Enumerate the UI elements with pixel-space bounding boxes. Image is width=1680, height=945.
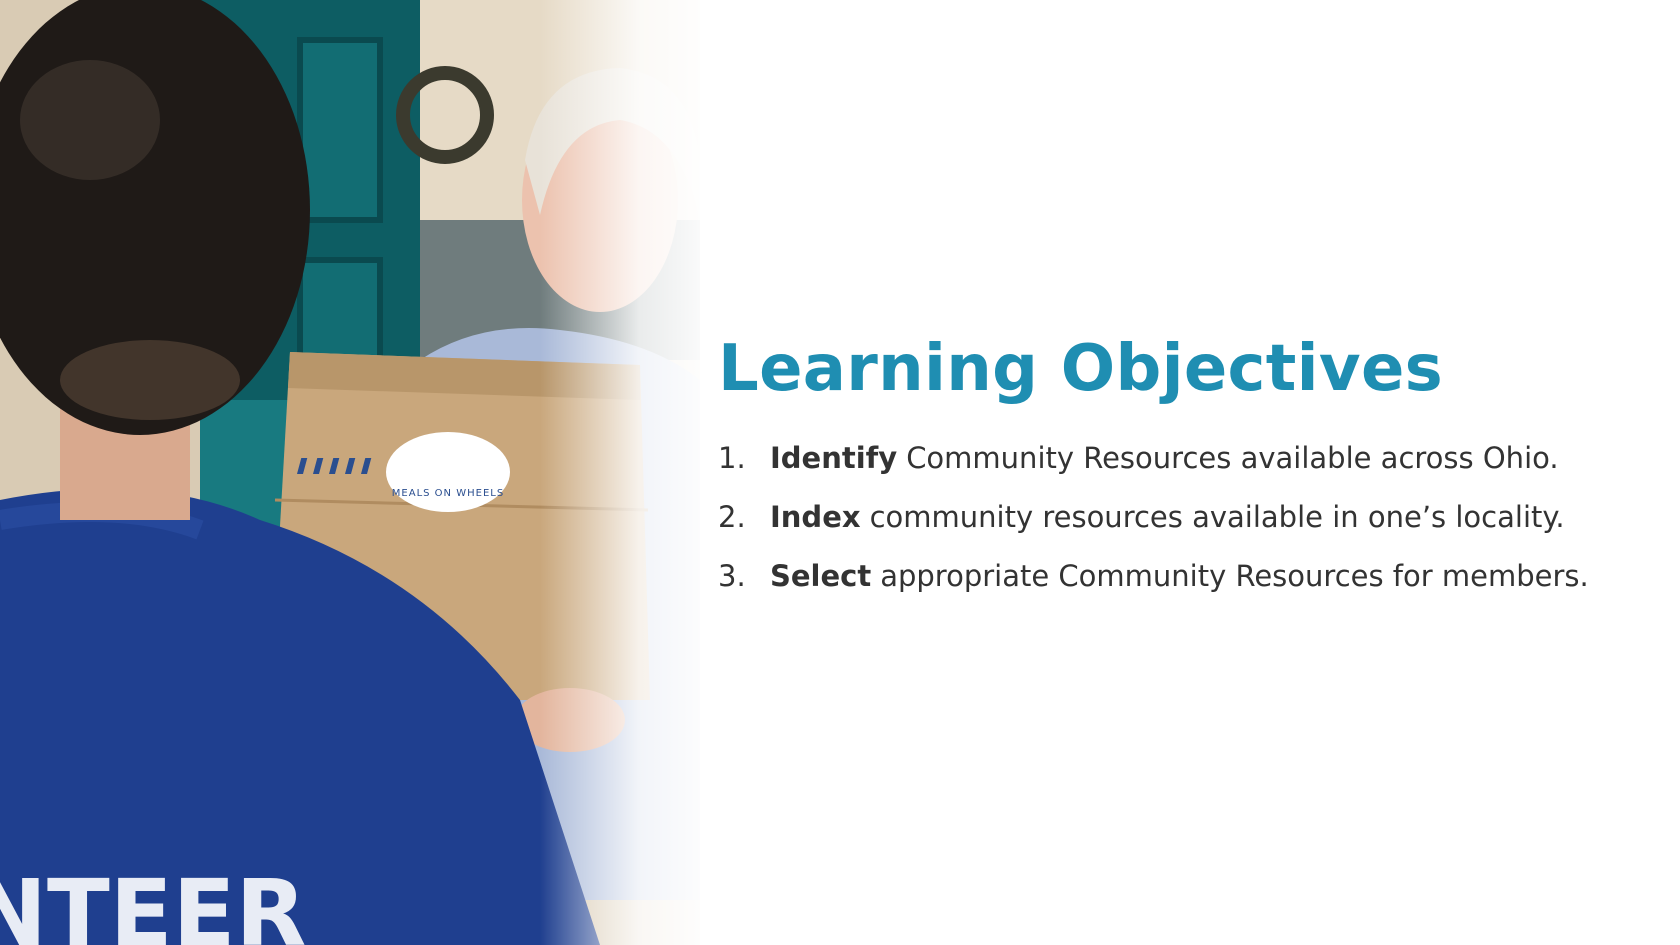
- objective-verb: Identify: [770, 444, 897, 503]
- objectives-list: 1. Identify Community Resources availabl…: [718, 444, 1618, 621]
- objective-verb: Index: [770, 503, 861, 562]
- shirt-lettering: NTEER: [0, 860, 306, 945]
- objective-text: appropriate Community Resources for memb…: [880, 562, 1589, 621]
- objective-item: 1. Identify Community Resources availabl…: [718, 444, 1618, 503]
- objective-number: 1.: [718, 444, 770, 503]
- objective-number: 3.: [718, 562, 770, 621]
- objective-text: community resources available in one’s l…: [870, 503, 1565, 562]
- objective-number: 2.: [718, 503, 770, 562]
- photo-fade-overlay: [540, 0, 700, 945]
- slide-title: Learning Objectives: [718, 332, 1618, 406]
- slide-content: Learning Objectives 1. Identify Communit…: [718, 332, 1618, 621]
- objective-item: 3. Select appropriate Community Resource…: [718, 562, 1618, 621]
- objective-text: Community Resources available across Ohi…: [906, 444, 1558, 503]
- objective-verb: Select: [770, 562, 871, 621]
- sticker-text: MEALS ON WHEELS: [392, 488, 504, 499]
- objective-item: 2. Index community resources available i…: [718, 503, 1618, 562]
- hero-photo: MEALS ON WHEELS NTEER: [0, 0, 700, 945]
